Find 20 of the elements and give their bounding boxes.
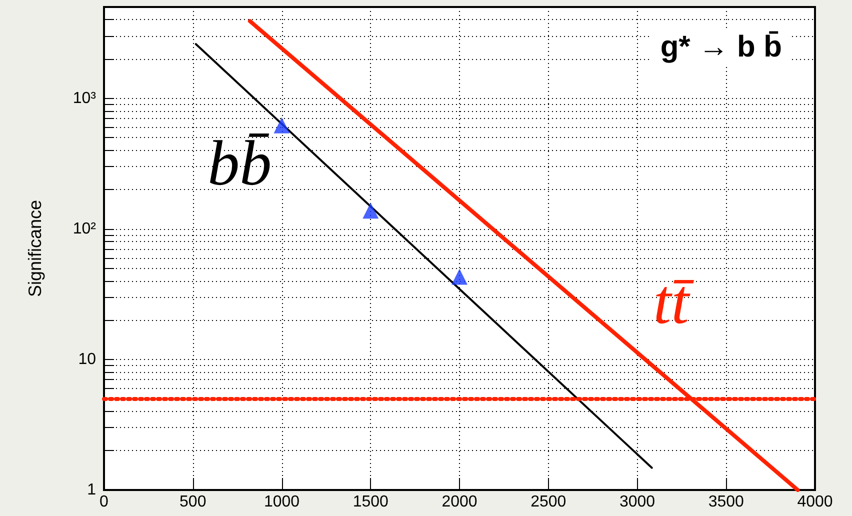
point <box>362 202 379 219</box>
y-axis-title: Significance <box>25 200 45 298</box>
series-label: bb̄ <box>208 128 272 199</box>
series-label: tt̄ <box>653 266 694 337</box>
x-tick-label: 1000 <box>264 494 300 510</box>
point <box>452 268 468 285</box>
y-tick-label: 10 <box>78 350 96 368</box>
point <box>274 117 290 134</box>
x-tick-label: 2000 <box>442 494 478 510</box>
annotation: g* → b b̄ <box>660 30 782 64</box>
y-tick-label: 10² <box>72 220 97 238</box>
x-tick-label: 4000 <box>797 494 833 510</box>
x-tick-label: 500 <box>180 494 206 510</box>
x-tick-label: 3000 <box>619 494 656 510</box>
y-tick-label: 10³ <box>72 90 97 107</box>
x-tick-label: 2500 <box>530 494 566 510</box>
x-tick-label: 0 <box>100 494 109 510</box>
y-tick-label: 1 <box>87 482 96 498</box>
x-tick-label: 3500 <box>708 494 744 510</box>
x-tick-label: 1500 <box>352 494 389 510</box>
